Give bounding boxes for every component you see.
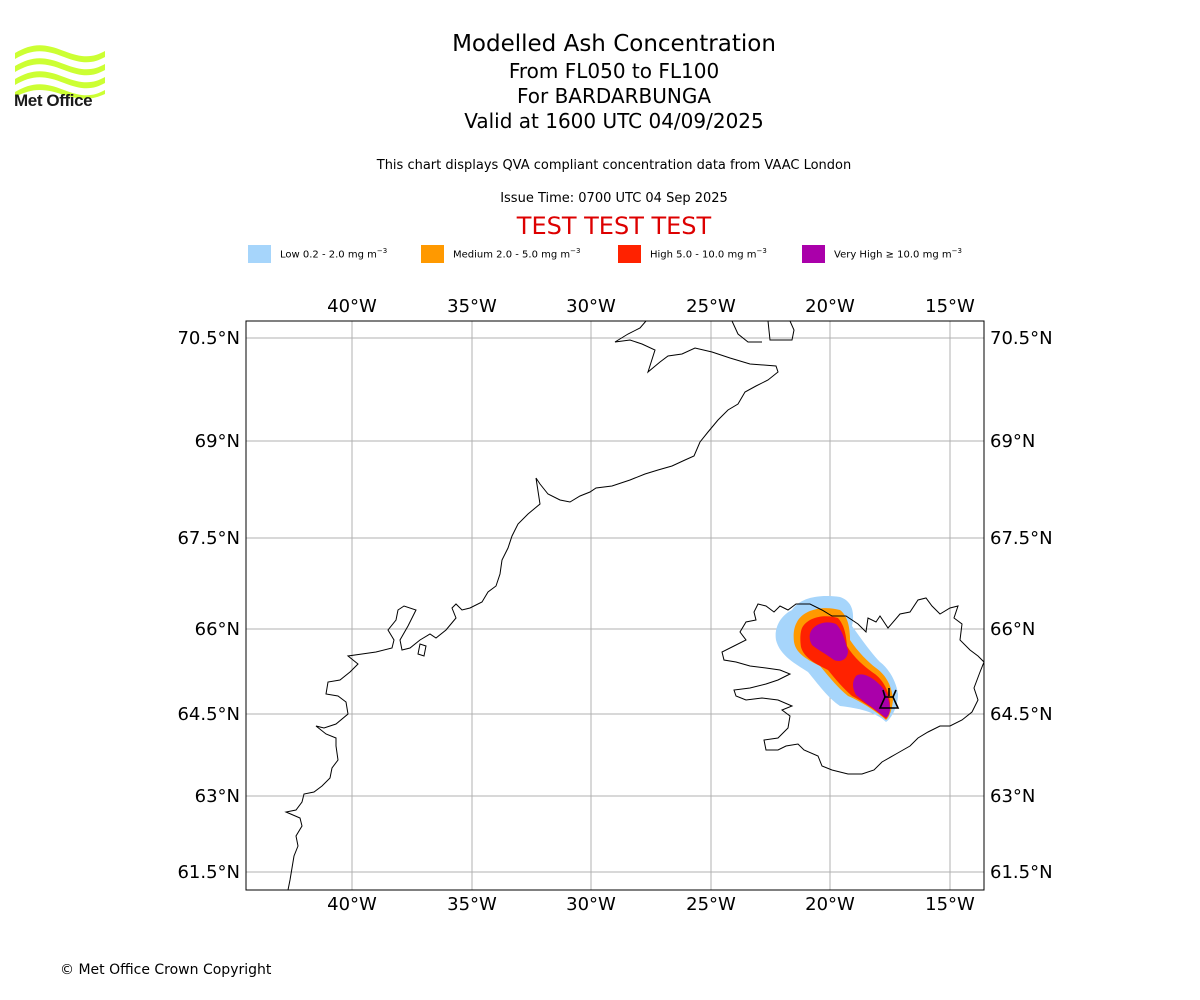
lat-tick-right: 66°N [990, 619, 1035, 640]
met-office-logo-icon [15, 45, 105, 99]
title-block: Modelled Ash Concentration From FL050 to… [314, 30, 914, 134]
legend-swatch-medium [421, 244, 444, 263]
lon-ticks-top: 40°W 35°W 30°W 25°W 20°W 15°W [327, 296, 975, 317]
legend-swatch-low [248, 244, 271, 263]
lat-tick-left: 61.5°N [177, 862, 240, 883]
lat-ticks-right: 70.5°N 69°N 67.5°N 66°N 64.5°N 63°N 61.5… [990, 328, 1053, 883]
legend-item-very-high: Very High ≥ 10.0 mg m−3 [802, 244, 962, 263]
flight-level-range: From FL050 to FL100 [508, 59, 720, 83]
chart-title: Modelled Ash Concentration [452, 31, 776, 57]
lon-ticks-bottom: 40°W 35°W 30°W 25°W 20°W 15°W [327, 894, 975, 915]
lat-tick-right: 63°N [990, 786, 1035, 807]
legend-swatch-high [618, 244, 641, 263]
lon-tick-bottom: 15°W [925, 894, 975, 915]
lat-tick-right: 69°N [990, 431, 1035, 452]
lat-tick-right: 61.5°N [990, 862, 1053, 883]
lat-tick-left: 64.5°N [177, 704, 240, 725]
coastline-greenland-islet [417, 643, 427, 657]
lat-tick-right: 70.5°N [990, 328, 1053, 349]
lat-ticks-left: 70.5°N 69°N 67.5°N 66°N 64.5°N 63°N 61.5… [177, 328, 240, 883]
legend-label-medium: Medium 2.0 - 5.0 mg m−3 [453, 246, 581, 261]
coastline-iceland [721, 597, 984, 775]
coastline-greenland [284, 321, 779, 890]
lon-tick-top: 20°W [805, 296, 855, 317]
ash-contour-very-high-north [809, 622, 848, 661]
test-banner: TEST TEST TEST [516, 212, 712, 240]
legend-item-low: Low 0.2 - 2.0 mg m−3 [248, 244, 387, 263]
ash-plume [775, 596, 898, 722]
issue-time: Issue Time: 0700 UTC 04 Sep 2025 [500, 191, 728, 206]
lat-tick-right: 67.5°N [990, 528, 1053, 549]
logo-text: Met Office [14, 91, 93, 110]
map-frame [245, 320, 985, 891]
lon-tick-bottom: 20°W [805, 894, 855, 915]
lon-tick-bottom: 30°W [566, 894, 616, 915]
copyright-notice: © Met Office Crown Copyright [60, 962, 272, 978]
lat-tick-left: 63°N [195, 786, 240, 807]
lat-tick-left: 69°N [195, 431, 240, 452]
legend-label-high: High 5.0 - 10.0 mg m−3 [650, 246, 767, 261]
legend-swatch-very-high [802, 244, 825, 263]
legend-label-low: Low 0.2 - 2.0 mg m−3 [280, 246, 388, 261]
lon-tick-top: 35°W [447, 296, 497, 317]
legend-item-medium: Medium 2.0 - 5.0 mg m−3 [421, 244, 580, 263]
coastline-north-fragment-b [767, 321, 795, 341]
lon-tick-bottom: 40°W [327, 894, 377, 915]
lat-tick-left: 67.5°N [177, 528, 240, 549]
volcano-icon [878, 688, 900, 709]
lat-tick-right: 64.5°N [990, 704, 1053, 725]
coastline-north-fragment-a [731, 321, 762, 343]
lon-tick-top: 30°W [566, 296, 616, 317]
lon-tick-bottom: 25°W [686, 894, 736, 915]
legend-item-high: High 5.0 - 10.0 mg m−3 [618, 244, 767, 263]
lon-tick-bottom: 35°W [447, 894, 497, 915]
volcano-name: For BARDARBUNGA [516, 84, 712, 108]
coastline [284, 321, 984, 890]
lat-tick-left: 70.5°N [177, 328, 240, 349]
valid-time: Valid at 1600 UTC 04/09/2025 [464, 109, 764, 133]
lat-tick-left: 66°N [195, 619, 240, 640]
lon-tick-top: 40°W [327, 296, 377, 317]
lon-tick-top: 15°W [925, 296, 975, 317]
qva-note: This chart displays QVA compliant concen… [376, 158, 852, 173]
lon-tick-top: 25°W [686, 296, 736, 317]
legend-label-very-high: Very High ≥ 10.0 mg m−3 [834, 246, 962, 261]
